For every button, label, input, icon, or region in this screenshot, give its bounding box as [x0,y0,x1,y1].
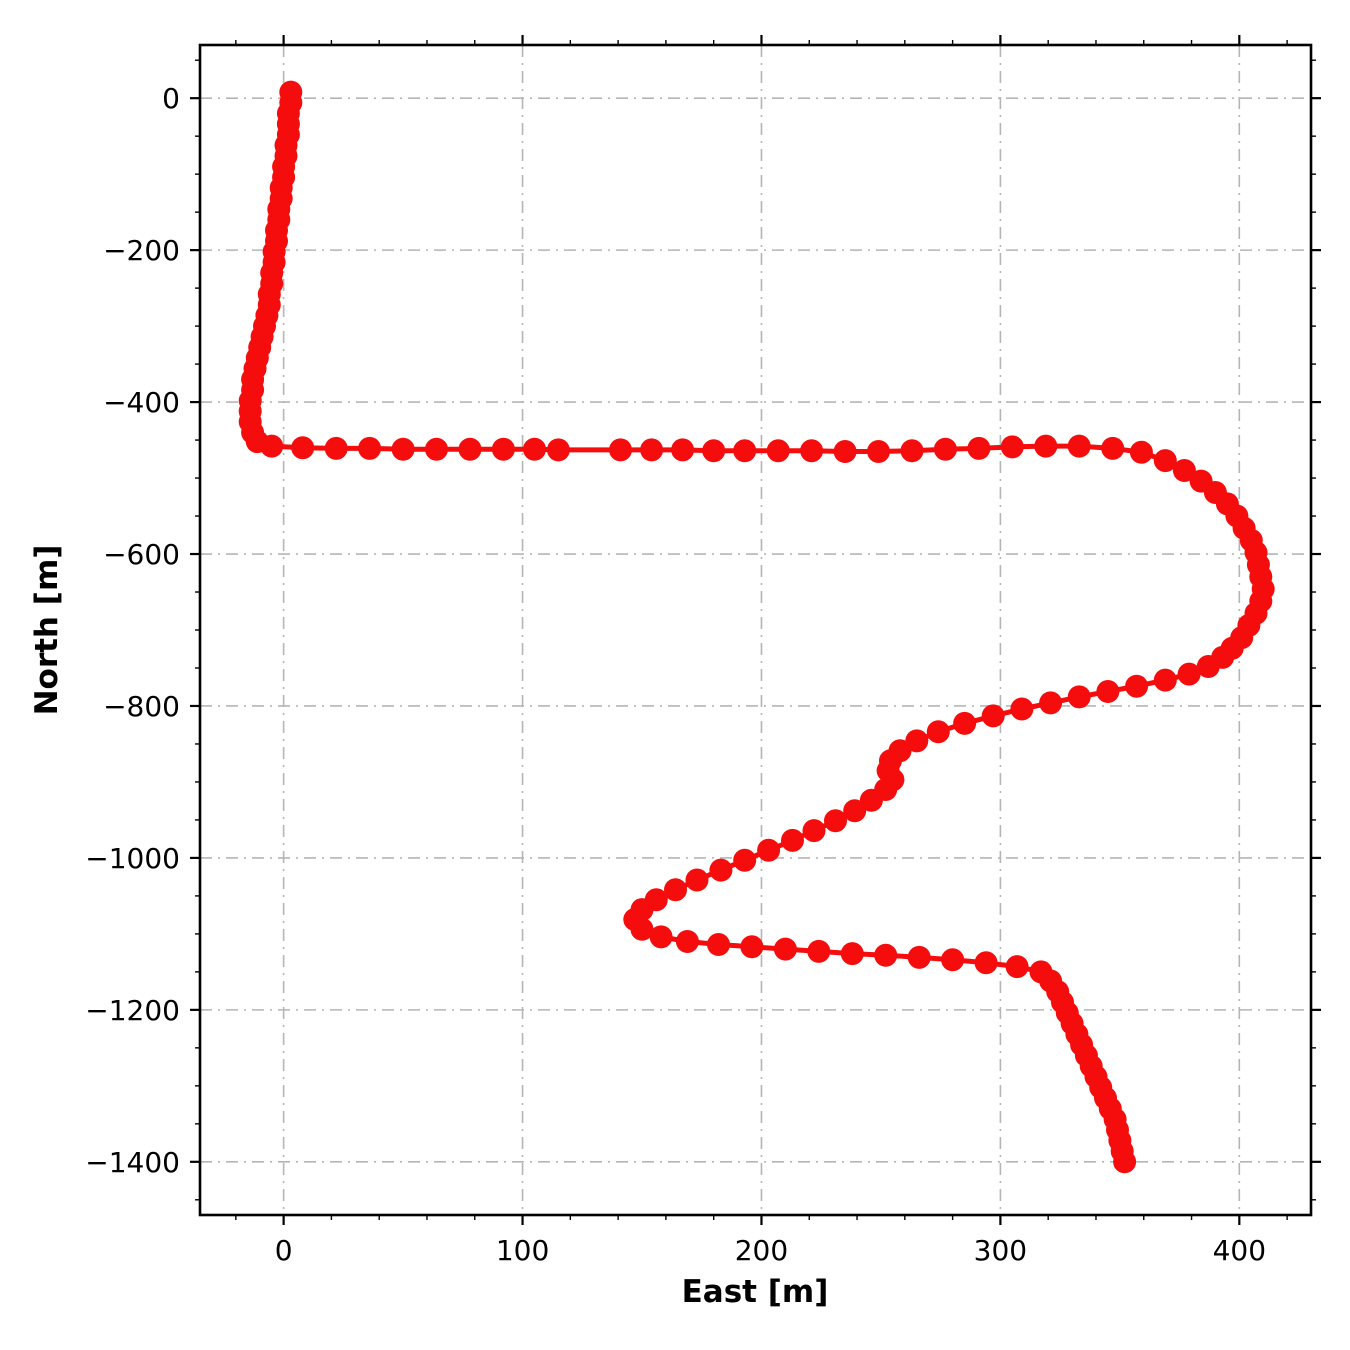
trajectory-marker [707,933,730,956]
trajectory-marker [1034,434,1058,458]
trajectory-marker [1153,449,1177,473]
trajectory-marker [458,437,482,461]
trajectory-marker [546,438,570,462]
trajectory-marker [664,878,687,902]
trajectory-marker [1113,1150,1137,1174]
trajectory-marker [757,838,781,862]
trajectory-marker [933,437,957,461]
y-tick-label: 0 [162,82,180,115]
trajectory-marker [781,828,804,852]
trajectory-marker [766,439,790,463]
y-tick-label: −400 [103,386,180,419]
trajectory-marker [1096,680,1120,703]
trajectory-marker [981,704,1005,728]
y-tick-label: −200 [103,234,180,267]
trajectory-marker [491,437,515,461]
trajectory-marker [802,819,826,843]
trajectory-marker [358,436,382,460]
trajectory-marker [907,945,931,969]
x-tick-label: 300 [974,1234,1027,1267]
trajectory-marker [1101,436,1125,460]
x-tick-label: 0 [275,1234,293,1267]
trajectory-marker [824,809,847,833]
trajectory-marker [905,729,929,753]
trajectory-marker [671,438,695,462]
trajectory-marker [1196,655,1220,678]
trajectory-marker [1005,955,1029,979]
trajectory-marker [833,440,857,463]
data-layer [238,80,1275,1174]
trajectory-marker [1067,434,1091,458]
trajectory-marker [800,439,824,463]
trajectory-marker [874,943,898,967]
trajectory-marker [709,858,733,882]
trajectory-marker [1172,459,1196,482]
y-tick-label: −800 [103,690,180,723]
trajectory-marker [260,434,284,458]
trajectory-marker [1177,662,1201,686]
trajectory-marker [640,438,664,462]
x-axis-label: East [m] [682,1274,829,1310]
trajectory-marker [1067,685,1091,709]
trajectory-marker [1039,691,1063,715]
trajectory-marker [867,440,890,463]
trajectory-marker [807,939,831,963]
trajectory-marker [391,437,415,461]
y-axis-label: North [m] [29,545,65,716]
trajectory-marker [926,720,950,744]
y-tick-label: −1200 [85,994,180,1027]
axes-background [200,45,1311,1215]
grid-layer [200,45,1311,1215]
x-tick-label: 200 [735,1234,788,1267]
trajectory-marker [953,711,977,735]
trajectory-marker [1125,674,1149,698]
trajectory-marker [740,935,764,959]
trajectory-marker [702,439,726,463]
trajectory-marker [523,437,546,461]
trajectory-marker [685,868,709,892]
trajectory-marker [630,917,654,941]
x-tick-label: 100 [496,1234,549,1267]
trajectory-marker [425,437,448,461]
trajectory-marker [1153,668,1177,692]
y-tick-label: −1400 [85,1146,180,1179]
trajectory-marker [941,948,965,972]
trajectory-marker [967,436,991,460]
axes-frame [198,43,1313,1217]
tick-layer: 0 100 200 300 400 0 −200 −400 −600 −800 −1000 −1200… [85,35,1321,1267]
trajectory-marker [1000,435,1024,459]
trajectory-marker [675,930,699,953]
trajectory-marker [733,439,757,463]
trajectory-marker [900,439,924,463]
trajectory-marker [609,438,632,462]
x-tick-label: 400 [1213,1234,1266,1267]
trajectory-marker [733,848,757,872]
trajectory-marker [649,925,673,949]
trajectory-marker [843,799,867,823]
trajectory-marker [1129,440,1153,464]
trajectory-marker [291,436,315,460]
axes-border [198,43,1313,1217]
trajectory-marker [974,951,998,975]
trajectory-marker [773,937,797,961]
trajectory-marker [324,436,348,460]
y-tick-label: −600 [103,538,180,571]
trajectory-marker [1010,697,1034,721]
y-tick-label: −1000 [85,842,180,875]
trajectory-marker [859,788,883,812]
trajectory-marker [840,942,864,966]
